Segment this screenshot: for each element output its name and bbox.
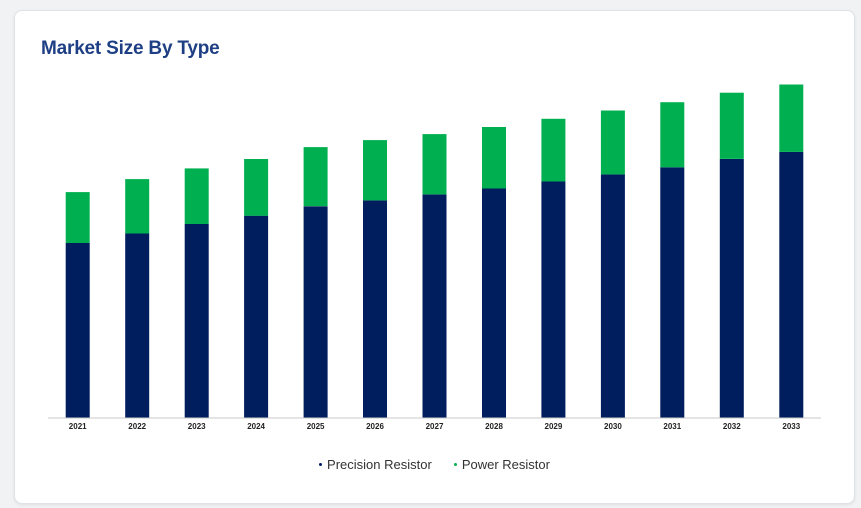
x-tick-label-2024: 2024 xyxy=(247,422,265,431)
x-tick-label-2022: 2022 xyxy=(128,422,146,431)
legend-item-power-resistor[interactable]: Power Resistor xyxy=(453,457,550,472)
bar-power-resistor-2033[interactable] xyxy=(779,84,804,152)
legend-marker-power-resistor xyxy=(453,463,457,466)
bar-power-resistor-2030[interactable] xyxy=(600,110,625,175)
chart-legend: Precision Resistor Power Resistor xyxy=(15,457,854,472)
bar-precision-resistor-2031[interactable] xyxy=(660,167,685,418)
bar-power-resistor-2028[interactable] xyxy=(482,127,506,189)
legend-item-precision-resistor[interactable]: Precision Resistor xyxy=(319,457,432,472)
stacked-bar-chart: 2021 2022 2023 2024 2025 2026 2027 2028 2029 2030… xyxy=(48,84,821,431)
bar-precision-resistor-2027[interactable] xyxy=(422,194,447,419)
bar-power-resistor-2027[interactable] xyxy=(422,134,447,195)
x-tick-label-2032: 2032 xyxy=(723,422,741,431)
x-tick-label-2025: 2025 xyxy=(307,422,325,431)
x-tick-label-2031: 2031 xyxy=(663,422,681,431)
bar-power-resistor-2029[interactable] xyxy=(541,118,566,182)
x-tick-label-2023: 2023 xyxy=(188,422,206,431)
x-tick-label-2033: 2033 xyxy=(782,422,800,431)
bar-power-resistor-2023[interactable] xyxy=(184,168,209,224)
bar-power-resistor-2031[interactable] xyxy=(660,102,685,168)
bar-power-resistor-2021[interactable] xyxy=(65,192,90,243)
bar-power-resistor-2025[interactable] xyxy=(303,147,328,207)
x-tick-label-2027: 2027 xyxy=(426,422,444,431)
bar-precision-resistor-2030[interactable] xyxy=(600,174,625,418)
bars-layer xyxy=(65,84,804,419)
x-tick-label-2021: 2021 xyxy=(69,422,87,431)
bar-power-resistor-2022[interactable] xyxy=(125,179,150,234)
bar-precision-resistor-2024[interactable] xyxy=(244,215,269,418)
bar-precision-resistor-2021[interactable] xyxy=(65,243,90,418)
x-tick-label-2028: 2028 xyxy=(485,422,503,431)
legend-label-power-resistor: Power Resistor xyxy=(461,457,550,472)
bar-precision-resistor-2033[interactable] xyxy=(779,151,804,418)
bar-precision-resistor-2025[interactable] xyxy=(303,206,328,418)
bar-precision-resistor-2026[interactable] xyxy=(363,200,387,418)
legend-marker-precision-resistor xyxy=(319,463,323,466)
chart-card: Market Size By Type 2021 2022 2023 2024 2025… xyxy=(14,10,855,504)
x-tick-label-2026: 2026 xyxy=(366,422,384,431)
bar-precision-resistor-2028[interactable] xyxy=(482,188,506,419)
chart-title: Market Size By Type xyxy=(41,38,220,59)
bar-power-resistor-2024[interactable] xyxy=(244,159,269,216)
bar-precision-resistor-2023[interactable] xyxy=(184,224,209,418)
x-tick-label-2030: 2030 xyxy=(604,422,622,431)
bar-power-resistor-2032[interactable] xyxy=(719,92,744,159)
bar-precision-resistor-2029[interactable] xyxy=(541,181,566,418)
x-tick-labels: 2021 2022 2023 2024 2025 2026 2027 2028 2029 2030… xyxy=(69,422,801,431)
bar-precision-resistor-2032[interactable] xyxy=(719,159,744,418)
bar-power-resistor-2026[interactable] xyxy=(363,140,387,201)
legend-label-precision-resistor: Precision Resistor xyxy=(327,457,432,472)
bar-precision-resistor-2022[interactable] xyxy=(125,233,150,419)
x-tick-label-2029: 2029 xyxy=(545,422,563,431)
